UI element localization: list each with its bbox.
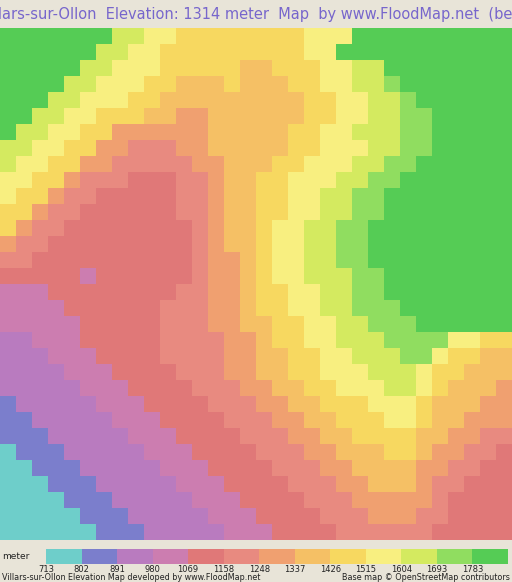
- Text: 1783: 1783: [462, 565, 483, 574]
- Bar: [259, 549, 295, 564]
- Bar: [330, 549, 366, 564]
- Bar: [46, 549, 81, 564]
- Bar: [117, 549, 153, 564]
- Bar: [295, 549, 330, 564]
- Bar: [81, 549, 117, 564]
- Bar: [401, 549, 437, 564]
- Bar: [224, 549, 259, 564]
- Text: 1337: 1337: [284, 565, 306, 574]
- Text: 1069: 1069: [178, 565, 199, 574]
- Text: 1515: 1515: [355, 565, 376, 574]
- Text: Villars-sur-Ollon  Elevation: 1314 meter  Map  by www.FloodMap.net  (beta): Villars-sur-Ollon Elevation: 1314 meter …: [0, 6, 512, 22]
- Bar: [153, 549, 188, 564]
- Bar: [437, 549, 473, 564]
- Text: 1604: 1604: [391, 565, 412, 574]
- Bar: [473, 549, 508, 564]
- Text: 1426: 1426: [320, 565, 341, 574]
- Bar: [188, 549, 224, 564]
- Bar: [366, 549, 401, 564]
- Text: 980: 980: [145, 565, 161, 574]
- Text: 713: 713: [38, 565, 54, 574]
- Text: 802: 802: [74, 565, 90, 574]
- Text: 1248: 1248: [249, 565, 270, 574]
- Text: 1693: 1693: [426, 565, 447, 574]
- Text: 1158: 1158: [213, 565, 234, 574]
- Text: meter: meter: [2, 552, 29, 561]
- Text: Villars-sur-Ollon Elevation Map developed by www.FloodMap.net: Villars-sur-Ollon Elevation Map develope…: [2, 573, 261, 581]
- Text: Base map © OpenStreetMap contributors: Base map © OpenStreetMap contributors: [342, 573, 510, 581]
- Text: 891: 891: [109, 565, 125, 574]
